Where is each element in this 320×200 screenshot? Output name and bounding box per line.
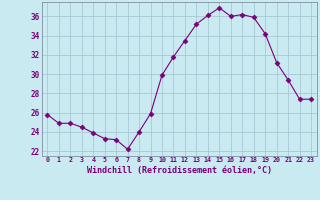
X-axis label: Windchill (Refroidissement éolien,°C): Windchill (Refroidissement éolien,°C) <box>87 166 272 175</box>
